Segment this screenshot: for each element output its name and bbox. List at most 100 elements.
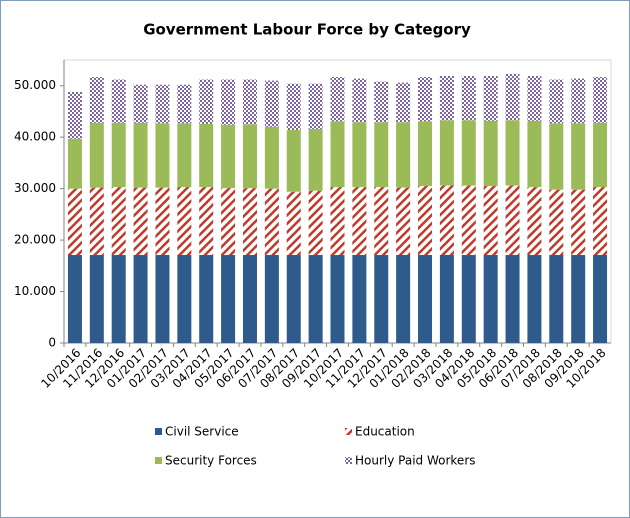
- bar-segment: [527, 187, 542, 256]
- bar-segment: [286, 83, 301, 130]
- bar-segment: [111, 187, 126, 256]
- bar-segment: [177, 84, 192, 124]
- bar-segment: [593, 255, 608, 343]
- bar-segment: [374, 187, 389, 256]
- y-tick-label: 0: [48, 336, 56, 350]
- bar-segment: [286, 191, 301, 256]
- bar-segment: [67, 188, 82, 256]
- bar-segment: [242, 79, 257, 125]
- bar-segment: [221, 124, 236, 189]
- bar-segment: [571, 123, 586, 190]
- bar-segment: [89, 187, 104, 256]
- bar-segment: [242, 124, 257, 189]
- bar-segment: [352, 187, 367, 256]
- bar-segment: [505, 73, 520, 121]
- bar-segment: [286, 255, 301, 343]
- bar-segment: [177, 187, 192, 256]
- bar-segment: [527, 120, 542, 188]
- bar-segment: [89, 122, 104, 188]
- bar-segment: [483, 255, 498, 343]
- bar-segment: [374, 255, 389, 343]
- bar-segment: [418, 186, 433, 256]
- bar-segment: [330, 187, 345, 256]
- bar-segment: [549, 189, 564, 256]
- bar-segment: [133, 122, 148, 188]
- bar-segment: [155, 255, 170, 343]
- bar-segment: [418, 255, 433, 343]
- legend-swatch: [155, 457, 162, 464]
- bar-segment: [199, 123, 214, 188]
- bar-segment: [308, 255, 323, 343]
- bar-segment: [439, 120, 454, 186]
- bar-segment: [199, 187, 214, 256]
- bar-segment: [374, 81, 389, 123]
- bar-segment: [352, 122, 367, 188]
- bar-segment: [593, 122, 608, 188]
- bar-segment: [264, 80, 279, 127]
- bar-segment: [396, 122, 411, 188]
- bar-segment: [133, 187, 148, 256]
- bar-segment: [549, 255, 564, 343]
- bar-segment: [199, 79, 214, 124]
- bar-segment: [461, 75, 476, 121]
- y-tick-label: 20.000: [14, 233, 56, 247]
- legend-label: Education: [355, 425, 415, 439]
- legend-label: Hourly Paid Workers: [355, 454, 476, 468]
- bar-segment: [221, 188, 236, 256]
- bar-segment: [155, 123, 170, 188]
- bar-segment: [418, 76, 433, 122]
- bar-segment: [439, 255, 454, 343]
- bar-segment: [264, 188, 279, 256]
- bar-segment: [549, 123, 564, 190]
- y-tick-label: 10.000: [14, 284, 56, 298]
- bar-segment: [461, 255, 476, 343]
- bar-segment: [155, 187, 170, 256]
- chart-title: Government Labour Force by Category: [143, 21, 471, 39]
- bar-segment: [264, 126, 279, 189]
- legend-swatch: [345, 457, 352, 464]
- bar-segment: [571, 255, 586, 343]
- bar-segment: [133, 255, 148, 343]
- bar-segment: [330, 255, 345, 343]
- bar-segment: [199, 255, 214, 343]
- bar-segment: [461, 185, 476, 256]
- bar-segment: [308, 83, 323, 129]
- bar-segment: [439, 185, 454, 256]
- bar-segment: [67, 91, 82, 139]
- bar-segment: [483, 75, 498, 121]
- bar-segment: [396, 255, 411, 343]
- bar-segment: [111, 122, 126, 188]
- bar-segment: [67, 138, 82, 189]
- bar-segment: [242, 188, 257, 256]
- bar-segment: [111, 255, 126, 343]
- bar-segment: [155, 84, 170, 124]
- bar-segment: [439, 75, 454, 121]
- bar-segment: [571, 189, 586, 256]
- bar-segment: [483, 120, 498, 187]
- bar-segment: [527, 255, 542, 343]
- bar-segment: [89, 255, 104, 343]
- bar-segment: [286, 129, 301, 192]
- bar-segment: [352, 78, 367, 123]
- bar-segment: [461, 120, 476, 186]
- bar-segment: [418, 121, 433, 187]
- bar-segment: [527, 75, 542, 121]
- bar-segment: [593, 187, 608, 256]
- legend-label: Security Forces: [165, 454, 257, 468]
- legend-label: Civil Service: [165, 425, 239, 439]
- bar-segment: [264, 255, 279, 343]
- bar-segment: [549, 79, 564, 124]
- y-tick-label: 50.000: [14, 78, 56, 92]
- bar-segment: [505, 120, 520, 186]
- bar-segment: [308, 128, 323, 191]
- bar-segment: [177, 123, 192, 188]
- bar-segment: [133, 84, 148, 123]
- bar-segment: [505, 185, 520, 256]
- bar-segment: [67, 255, 82, 343]
- bar-segment: [177, 255, 192, 343]
- bar-segment: [505, 255, 520, 343]
- bar-segment: [242, 255, 257, 343]
- bar-segment: [308, 190, 323, 256]
- bar-segment: [483, 186, 498, 256]
